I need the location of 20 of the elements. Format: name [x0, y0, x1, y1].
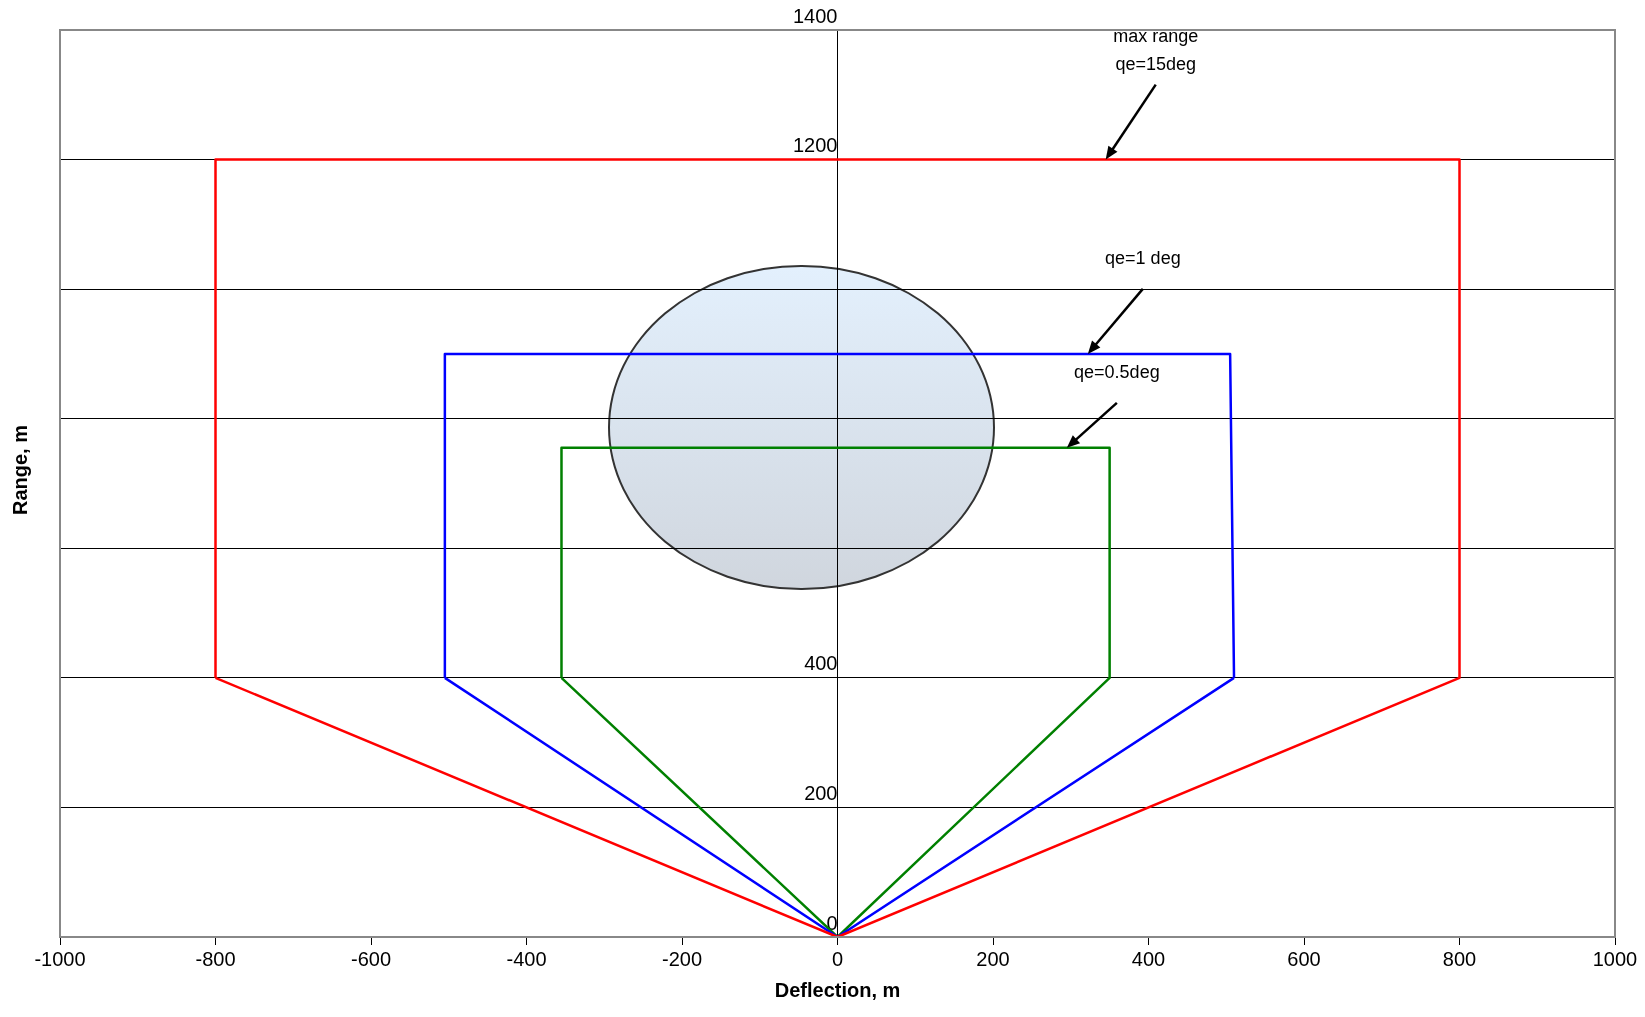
- x-tick-label: -800: [195, 947, 236, 970]
- x-tick-label: -600: [350, 947, 392, 970]
- x-tick-label: 200: [976, 947, 1010, 970]
- annotation: qe=0.5deg: [1074, 361, 1160, 382]
- x-tick-label: 400: [1131, 947, 1166, 970]
- y-tick-label: 200: [804, 781, 838, 804]
- x-tick-label: -1000: [34, 947, 86, 970]
- x-axis-title: Deflection, m: [774, 978, 901, 1001]
- annotation: qe=1 deg: [1105, 247, 1181, 268]
- y-tick-label: 1400: [793, 4, 838, 27]
- y-tick-label: 0: [826, 911, 838, 934]
- y-axis-title: Range, m: [8, 424, 32, 516]
- x-tick-label: -200: [661, 947, 703, 970]
- x-tick-label: 1000: [1592, 947, 1638, 970]
- y-tick-label: 400: [804, 652, 838, 675]
- x-tick-label: 600: [1287, 947, 1321, 970]
- annotation: max range qe=15deg: [1113, 25, 1199, 74]
- x-tick-label: 800: [1442, 947, 1477, 970]
- y-tick-label: 1200: [793, 134, 838, 157]
- x-tick-label: -400: [506, 947, 547, 970]
